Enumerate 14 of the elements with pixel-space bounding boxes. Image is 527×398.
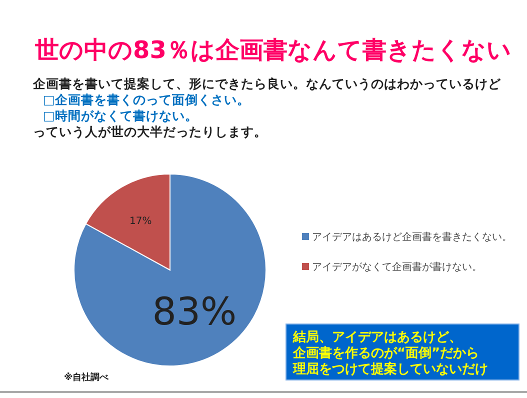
data-label: 83%: [152, 290, 237, 334]
text: 企画書を作るのが“面倒”だから: [292, 346, 480, 361]
data-label: 17%: [130, 216, 152, 227]
legend-label: アイデアはあるけど企画書を書きたくない。: [312, 231, 512, 243]
text: □企画書を書くのって面倒くさい。: [43, 92, 250, 107]
chart-title: 世の中の83％は企画書なんて書きたくない: [34, 36, 512, 64]
text: □時間がなくて書けない。: [43, 108, 198, 123]
text: 理屈をつけて提案していないだけ: [292, 361, 488, 377]
pie-slice: [74, 174, 266, 366]
text: 結局、アイデアはあるけど、: [292, 330, 462, 345]
legend-label: アイデアがなくて企画書が書けない。: [312, 261, 482, 273]
text: ※自社調べ: [64, 372, 110, 383]
chart-subtitle: 企画書を書いて提案して、形にできたら良い。なんていうのはわかっているけど: [32, 76, 502, 91]
text: っていう人が世の大半だったりします。: [33, 124, 267, 139]
